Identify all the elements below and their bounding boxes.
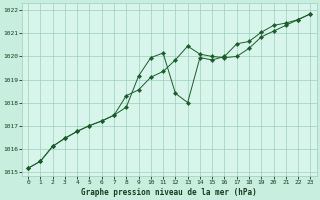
X-axis label: Graphe pression niveau de la mer (hPa): Graphe pression niveau de la mer (hPa) <box>81 188 257 197</box>
